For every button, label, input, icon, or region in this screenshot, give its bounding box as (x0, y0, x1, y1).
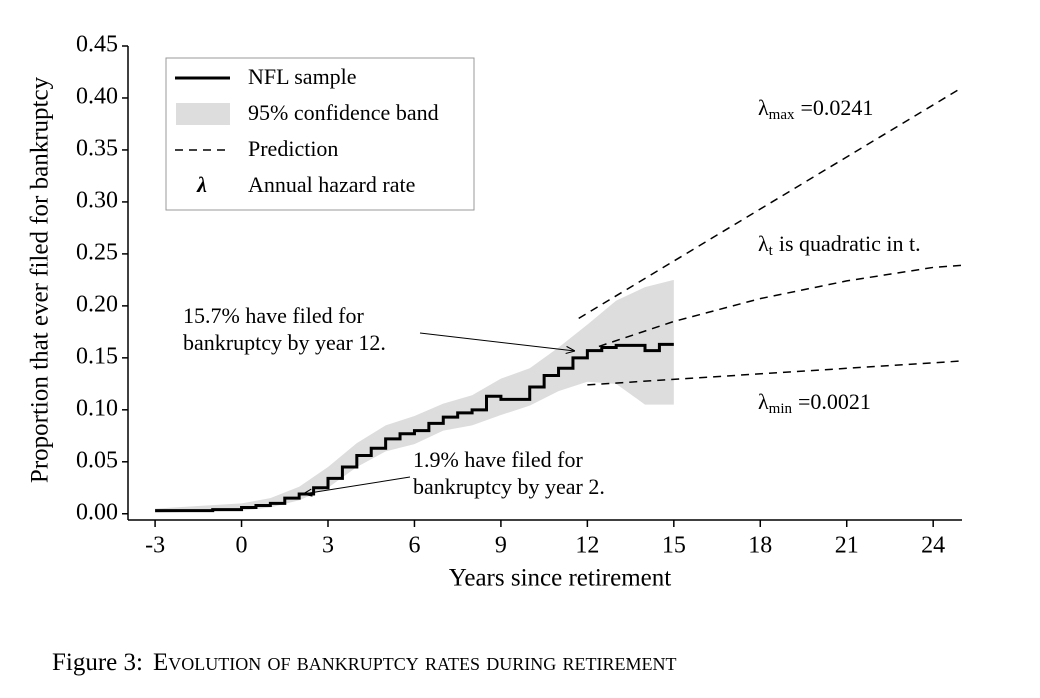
y-tick-label: 0.00 (76, 499, 118, 525)
hazard-symbol: λ (758, 389, 769, 414)
x-tick-label: 9 (495, 533, 507, 559)
annotation: bankruptcy by year 2. (413, 474, 605, 499)
x-tick-label: 21 (835, 533, 859, 559)
nfl-sample-line (155, 342, 674, 513)
hazard-subscript: max (769, 107, 795, 123)
x-tick-label: 12 (575, 533, 599, 559)
y-tick-label: 0.15 (76, 343, 118, 369)
y-tick-label: 0.45 (76, 32, 118, 58)
annotation-arrow (419, 332, 575, 351)
caption-label: Figure 3: (52, 649, 143, 676)
x-tick-label: 3 (322, 533, 334, 559)
x-tick-label: 15 (662, 533, 686, 559)
prediction-line (578, 86, 963, 319)
legend-label: Annual hazard rate (248, 172, 415, 197)
hazard-symbol: λ (758, 95, 769, 120)
hazard-label: λmin =0.0021 (758, 389, 871, 417)
annotation-arrow (303, 476, 411, 494)
confidence-band (155, 279, 674, 513)
y-tick-label: 0.10 (76, 395, 118, 421)
plot-area (155, 86, 963, 513)
y-tick-label: 0.05 (76, 447, 118, 473)
hazard-subscript: t (769, 243, 774, 259)
legend-swatch (176, 103, 230, 125)
legend-box (165, 57, 475, 211)
hazard-label: λt is quadratic in t. (758, 231, 921, 259)
y-tick-label: 0.35 (76, 135, 118, 161)
annotation: 1.9% have filed for (413, 447, 583, 472)
legend-label: 95% confidence band (248, 100, 439, 125)
x-axis-label: Years since retirement (449, 565, 671, 592)
y-tick-label: 0.20 (76, 291, 118, 317)
y-axis-label: Proportion that ever filed for bankruptc… (27, 76, 54, 483)
hazard-subscript: min (769, 401, 793, 417)
x-tick-label: 6 (408, 533, 420, 559)
legend: NFL sample 95% confidence band Predictio… (165, 57, 475, 211)
legend-label: NFL sample (248, 64, 357, 89)
legend-symbol: λ (196, 172, 207, 197)
prediction-line (598, 264, 963, 348)
hazard-text: is quadratic in t. (779, 231, 921, 256)
hazard-label: λmax =0.0241 (758, 95, 873, 123)
y-tick-label: 0.25 (76, 239, 118, 265)
y-tick-label: 0.40 (76, 83, 118, 109)
caption-text: Evolution of bankruptcy rates during ret… (153, 649, 677, 676)
annotation: 15.7% have filed for (183, 303, 364, 328)
hazard-text: =0.0241 (801, 95, 874, 120)
x-tick-label: 0 (236, 533, 248, 559)
hazard-text: =0.0021 (798, 389, 871, 414)
x-tick-label: 24 (921, 533, 945, 559)
x-tick-label: -3 (145, 533, 165, 559)
legend-label: Prediction (248, 136, 338, 161)
y-tick-label: 0.30 (76, 187, 118, 213)
prediction-line (587, 360, 963, 386)
x-tick-label: 18 (748, 533, 772, 559)
annotation: bankruptcy by year 12. (183, 330, 386, 355)
caption: Figure 3: Evolution of bankruptcy rates d… (52, 649, 677, 676)
hazard-symbol: λ (758, 231, 769, 256)
